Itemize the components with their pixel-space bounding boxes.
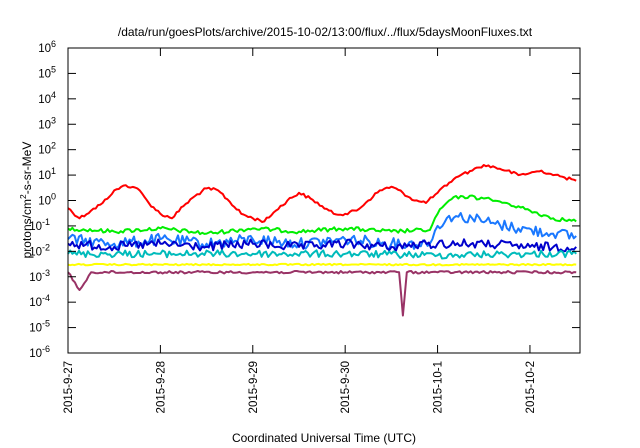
y-tick-label: 10-6 bbox=[29, 344, 50, 360]
y-tick-label: 101 bbox=[38, 166, 56, 182]
x-tick-label: 2015-9-28 bbox=[155, 361, 167, 413]
y-axis-label: protons/cm2-s-sr-MeV bbox=[18, 142, 34, 259]
series-line bbox=[67, 249, 577, 260]
plot-frame bbox=[67, 47, 581, 354]
x-tick-label: 2015-9-27 bbox=[63, 361, 75, 413]
y-tick-label: 10-4 bbox=[29, 293, 50, 309]
series-line bbox=[67, 194, 577, 236]
y-tick-label: 106 bbox=[38, 39, 56, 55]
series-line bbox=[67, 238, 577, 253]
y-tick-label: 104 bbox=[38, 90, 56, 106]
x-tick-label: 2015-9-30 bbox=[340, 361, 352, 413]
y-axis: 10-6 10-5 10-4 10-3 10-2 10-1 100 101 102 103 104 1… bbox=[29, 39, 580, 360]
x-axis: 2015-9-27 2015-9-28 2015-9-29 2015-9-30 2015… bbox=[63, 48, 537, 413]
chart-title: /data/run/goesPlots/archive/2015-10-02/1… bbox=[118, 25, 533, 39]
y-tick-label: 105 bbox=[38, 64, 56, 80]
series-line bbox=[67, 164, 577, 223]
series-line bbox=[67, 212, 577, 250]
series-line bbox=[67, 270, 577, 317]
series-line bbox=[67, 262, 577, 267]
y-tick-label: 103 bbox=[38, 115, 56, 131]
y-tick-label: 10-1 bbox=[29, 217, 50, 233]
x-tick-label: 2015-10-1 bbox=[433, 361, 445, 413]
x-tick-label: 2015-10-2 bbox=[525, 361, 537, 413]
series-layer bbox=[67, 164, 577, 317]
x-tick-label: 2015-9-29 bbox=[248, 361, 260, 413]
x-axis-label: Coordinated Universal Time (UTC) bbox=[232, 431, 416, 445]
y-tick-label: 10-5 bbox=[29, 319, 50, 335]
y-tick-label: 10-3 bbox=[29, 268, 50, 284]
y-tick-label: 102 bbox=[38, 141, 56, 157]
y-tick-label: 10-2 bbox=[29, 242, 50, 258]
y-tick-label: 100 bbox=[38, 192, 56, 208]
